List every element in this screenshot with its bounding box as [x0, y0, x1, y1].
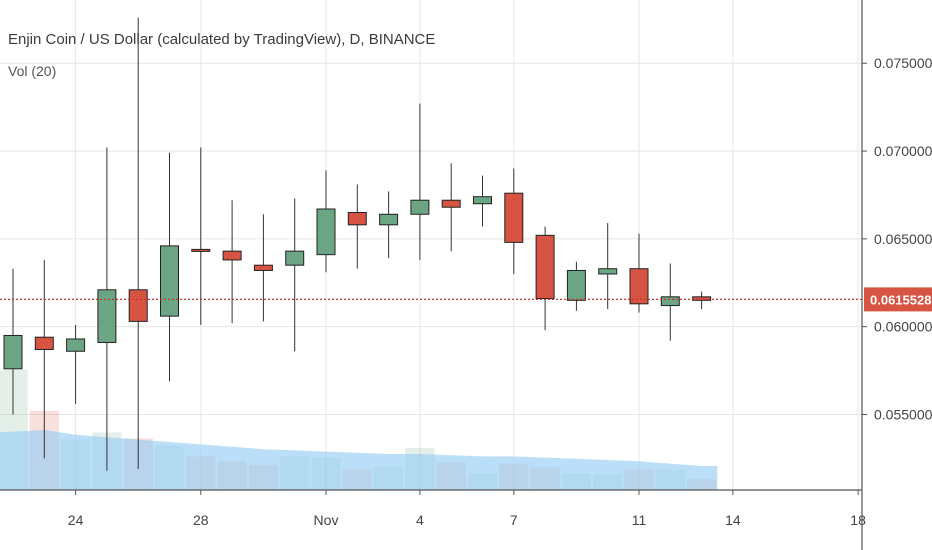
candle — [160, 152, 179, 382]
grid — [0, 0, 862, 490]
candle-body — [629, 268, 649, 305]
volume-layer — [0, 370, 718, 490]
x-tick-label: 18 — [850, 512, 866, 528]
last-price-label: 0.0615528 — [870, 292, 931, 307]
y-tick-label: 0.0550000 — [874, 406, 932, 422]
candle — [504, 168, 524, 274]
candle — [253, 214, 273, 322]
x-tick-label: 4 — [416, 512, 424, 528]
candle-layer — [3, 17, 712, 471]
candle-body — [222, 250, 242, 261]
candle-body — [253, 264, 273, 271]
candle — [566, 261, 586, 311]
candle — [347, 184, 367, 269]
candle-body — [379, 213, 399, 226]
candle — [97, 147, 117, 471]
x-tick-label: 24 — [68, 512, 84, 528]
candle-body — [410, 199, 430, 215]
candle — [692, 291, 712, 310]
candle-body — [191, 248, 211, 252]
candle-body — [128, 289, 148, 322]
candle — [66, 324, 86, 404]
indicator-label: Vol (20) — [8, 63, 56, 79]
candle-body — [441, 199, 461, 208]
candle — [379, 191, 399, 259]
volume-ma-area — [0, 430, 718, 490]
last-price-badge — [864, 287, 932, 312]
candle — [410, 103, 430, 260]
chart-title: Enjin Coin / US Dollar (calculated by Tr… — [8, 31, 435, 48]
candle-body — [473, 196, 492, 205]
candle-body — [504, 192, 524, 243]
x-tick-label: 14 — [725, 512, 741, 528]
candle — [535, 226, 555, 331]
candle — [3, 268, 23, 415]
x-tick-label: Nov — [314, 512, 339, 528]
candle-body — [660, 296, 680, 307]
candle-body — [160, 245, 179, 317]
candle-body — [3, 334, 23, 370]
candle — [128, 17, 148, 469]
candle — [660, 263, 680, 341]
candle — [629, 233, 649, 313]
candle — [285, 198, 305, 352]
x-tick-label: 28 — [193, 512, 209, 528]
candle — [34, 259, 54, 459]
candle — [191, 147, 211, 325]
candle-body — [566, 269, 586, 301]
candle-body — [347, 212, 367, 226]
candle — [316, 170, 336, 273]
candle — [441, 163, 461, 252]
candle-body — [692, 296, 712, 301]
candle-body — [34, 336, 54, 350]
candle-body — [97, 289, 117, 343]
candle — [473, 175, 492, 227]
candle — [598, 223, 618, 310]
candle — [222, 200, 242, 324]
candle-body — [316, 208, 336, 256]
candle-body — [66, 338, 86, 352]
x-tick-label: 11 — [632, 512, 647, 528]
candle-body — [535, 234, 555, 300]
x-tick-label: 7 — [510, 512, 518, 528]
candle-body — [285, 250, 305, 266]
candle-body — [598, 268, 618, 275]
